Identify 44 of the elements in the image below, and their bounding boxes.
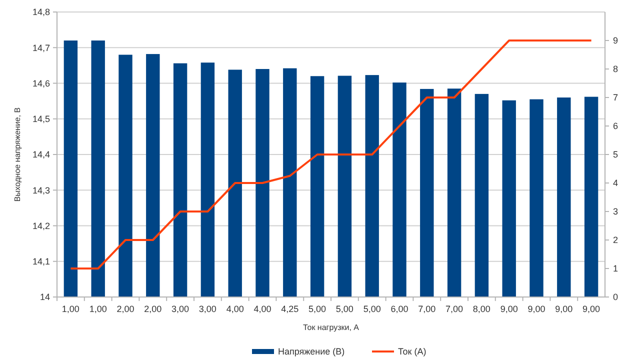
line-series	[70, 40, 592, 270]
x-tick-label: 9,00	[500, 304, 518, 314]
y-tick-label: 14,7	[32, 42, 50, 53]
x-tick-label: 9,00	[582, 304, 600, 314]
legend-label: Ток (А)	[398, 346, 426, 357]
x-tick-label: 2,00	[144, 304, 162, 314]
x-tick-label: 9,00	[528, 304, 546, 314]
y-tick-label: 14,8	[32, 7, 50, 18]
x-tick-label: 1,00	[89, 304, 107, 314]
y2-tick-label: 3	[613, 206, 618, 217]
x-tick-label: 5,00	[336, 304, 354, 314]
y-tick-label: 14,5	[32, 114, 50, 124]
y-tick-label: 14,4	[32, 150, 50, 160]
y2-tick-label: 6	[613, 121, 618, 132]
legend-label: Напряжение (В)	[278, 346, 345, 357]
x-tick-label: 2,00	[116, 304, 134, 314]
y2-tick-label: 5	[613, 150, 618, 160]
y2-tick-label: 2	[613, 235, 618, 246]
x-tick-label: 7,00	[418, 304, 436, 314]
x-tick-label: 5,00	[363, 304, 381, 314]
x-tick-label: 3,00	[198, 304, 216, 314]
y2-tick-label: 8	[613, 64, 618, 74]
x-axis-title: Ток нагрузки, А	[303, 323, 360, 332]
x-tick-label: 7,00	[446, 304, 464, 314]
y-tick-label: 14,2	[32, 220, 50, 231]
x-tick-label: 1,00	[62, 304, 80, 314]
y-axis-title: Выходное напряжение, В	[13, 107, 22, 202]
y-tick-label: 14,3	[32, 185, 50, 196]
y2-tick-label: 7	[613, 92, 618, 103]
y2-tick-label: 9	[613, 36, 618, 46]
x-tick-label: 4,00	[226, 304, 244, 314]
x-tick-label: 5,00	[308, 304, 326, 314]
x-tick-label: 9,00	[555, 304, 573, 314]
x-tick-label: 3,00	[172, 304, 190, 314]
x-tick-label: 4,00	[254, 304, 272, 314]
x-tick-label: 6,00	[390, 304, 408, 314]
y-tick-label: 14	[40, 292, 50, 302]
x-tick-label: 4,25	[281, 304, 299, 314]
y2-tick-label: 0	[613, 292, 618, 302]
x-tick-label: 8,00	[472, 304, 490, 314]
y-tick-label: 14,1	[32, 256, 50, 267]
y2-tick-label: 4	[613, 178, 618, 188]
y2-tick-label: 1	[613, 264, 618, 274]
y-tick-label: 14,6	[32, 78, 50, 88]
